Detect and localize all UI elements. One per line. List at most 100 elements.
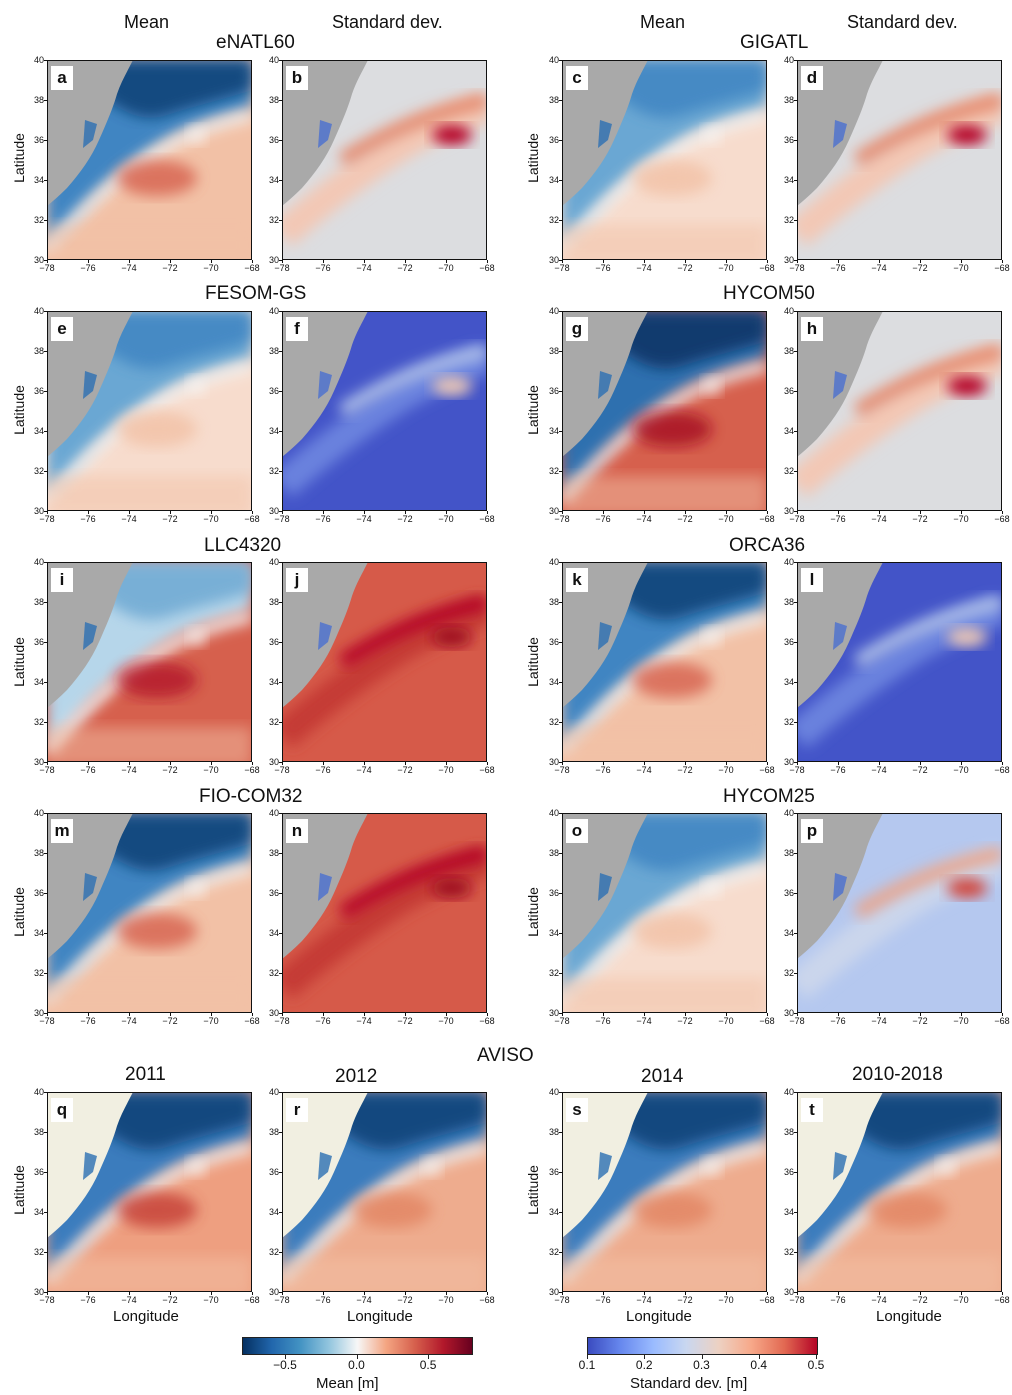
x-tick-mark	[767, 1013, 768, 1016]
y-tick-mark	[44, 100, 47, 101]
x-tick-mark	[961, 1013, 962, 1016]
ylabel-row2-right: Latitude	[524, 385, 541, 435]
mean-colorbar-tick-mark	[428, 1354, 430, 1359]
x-tick-label: −76	[595, 514, 611, 524]
x-tick-mark	[88, 762, 89, 765]
y-tick-mark	[279, 722, 282, 723]
x-tick-mark	[282, 1292, 283, 1295]
x-tick-label: −74	[636, 765, 652, 775]
x-tick-label: −76	[315, 1295, 331, 1305]
y-tick-label: 40	[548, 808, 559, 818]
x-tick-mark	[726, 260, 727, 263]
y-tick-mark	[794, 1292, 797, 1293]
y-tick-label: 30	[783, 1008, 794, 1018]
model-title-gigatl: GIGATL	[740, 32, 809, 53]
xlabel-s: Longitude	[626, 1308, 692, 1325]
x-tick-mark	[767, 762, 768, 765]
y-tick-label: 38	[33, 95, 44, 105]
x-tick-mark	[88, 1292, 89, 1295]
x-tick-mark	[879, 511, 880, 514]
y-tick-label: 36	[783, 386, 794, 396]
y-tick-label: 36	[548, 135, 559, 145]
x-tick-label: −70	[438, 1016, 454, 1026]
panel-label-f: f	[286, 317, 308, 341]
y-tick-label: 30	[548, 506, 559, 516]
x-tick-mark	[252, 1292, 253, 1295]
panel-label-q: q	[51, 1098, 73, 1122]
ylabel-row5-left: Latitude	[10, 1165, 27, 1215]
x-tick-mark	[1002, 1292, 1003, 1295]
x-tick-mark	[446, 762, 447, 765]
y-tick-mark	[559, 351, 562, 352]
y-tick-label: 32	[783, 717, 794, 727]
y-tick-label: 32	[268, 1247, 279, 1257]
panel-label-l: l	[801, 568, 823, 592]
x-tick-label: −68	[994, 1295, 1010, 1305]
y-tick-mark	[794, 682, 797, 683]
axes-frame	[562, 1092, 767, 1292]
column-header-mean-right: Mean	[640, 12, 686, 32]
axes-frame	[797, 60, 1002, 260]
aviso-year-2011: 2011	[125, 1064, 166, 1085]
y-tick-label: 34	[548, 677, 559, 687]
y-tick-mark	[44, 562, 47, 563]
y-tick-mark	[559, 1172, 562, 1173]
map-panel-g: g −78 −76 −74 −72 −70 −68 30 32 34 36 38 40	[549, 306, 775, 524]
x-tick-label: −70	[953, 1016, 969, 1026]
y-tick-label: 34	[33, 426, 44, 436]
x-tick-label: −72	[677, 765, 693, 775]
axes-frame	[282, 311, 487, 511]
y-tick-mark	[44, 1132, 47, 1133]
std-colorbar-tick-label: 0.2	[635, 1358, 653, 1372]
axes-frame	[282, 1092, 487, 1292]
y-tick-label: 34	[268, 928, 279, 938]
map-panel-t: t −78 −76 −74 −72 −70 −68 30 32 34 36 38 40	[784, 1087, 1010, 1305]
y-tick-mark	[44, 311, 47, 312]
y-tick-label: 36	[268, 1167, 279, 1177]
y-tick-mark	[559, 762, 562, 763]
map-field-k	[562, 562, 767, 762]
x-tick-mark	[961, 762, 962, 765]
y-tick-label: 34	[268, 1207, 279, 1217]
y-tick-label: 38	[783, 95, 794, 105]
map-field-h	[797, 311, 1002, 511]
x-tick-label: −78	[554, 263, 570, 273]
y-tick-label: 34	[33, 1207, 44, 1217]
x-tick-label: −68	[759, 765, 775, 775]
y-tick-mark	[44, 1292, 47, 1293]
y-tick-label: 30	[783, 757, 794, 767]
x-tick-label: −74	[356, 1016, 372, 1026]
axes-frame	[797, 562, 1002, 762]
x-tick-mark	[562, 511, 563, 514]
y-tick-mark	[279, 511, 282, 512]
axes-frame	[47, 1092, 252, 1292]
y-tick-mark	[44, 471, 47, 472]
y-tick-mark	[279, 682, 282, 683]
y-tick-label: 32	[783, 215, 794, 225]
y-tick-label: 36	[33, 888, 44, 898]
y-tick-label: 38	[268, 95, 279, 105]
y-tick-label: 30	[33, 255, 44, 265]
y-tick-mark	[794, 511, 797, 512]
map-panel-i: i −78 −76 −74 −72 −70 −68 30 32 34 36 38 40	[34, 557, 260, 775]
x-tick-mark	[767, 1292, 768, 1295]
x-tick-mark	[838, 511, 839, 514]
x-tick-mark	[47, 511, 48, 514]
y-tick-label: 38	[783, 597, 794, 607]
x-tick-mark	[170, 511, 171, 514]
x-tick-mark	[129, 511, 130, 514]
x-tick-label: −72	[912, 1016, 928, 1026]
x-tick-label: −76	[80, 1295, 96, 1305]
x-tick-mark	[487, 260, 488, 263]
x-tick-label: −76	[830, 514, 846, 524]
x-tick-mark	[603, 260, 604, 263]
axes-frame	[797, 1092, 1002, 1292]
x-tick-mark	[767, 260, 768, 263]
y-tick-mark	[44, 933, 47, 934]
model-title-enatl60: eNATL60	[216, 32, 295, 53]
x-tick-label: −78	[554, 514, 570, 524]
y-tick-mark	[559, 562, 562, 563]
x-tick-label: −68	[994, 765, 1010, 775]
x-tick-mark	[562, 260, 563, 263]
std-colorbar-tick-mark	[644, 1354, 646, 1359]
